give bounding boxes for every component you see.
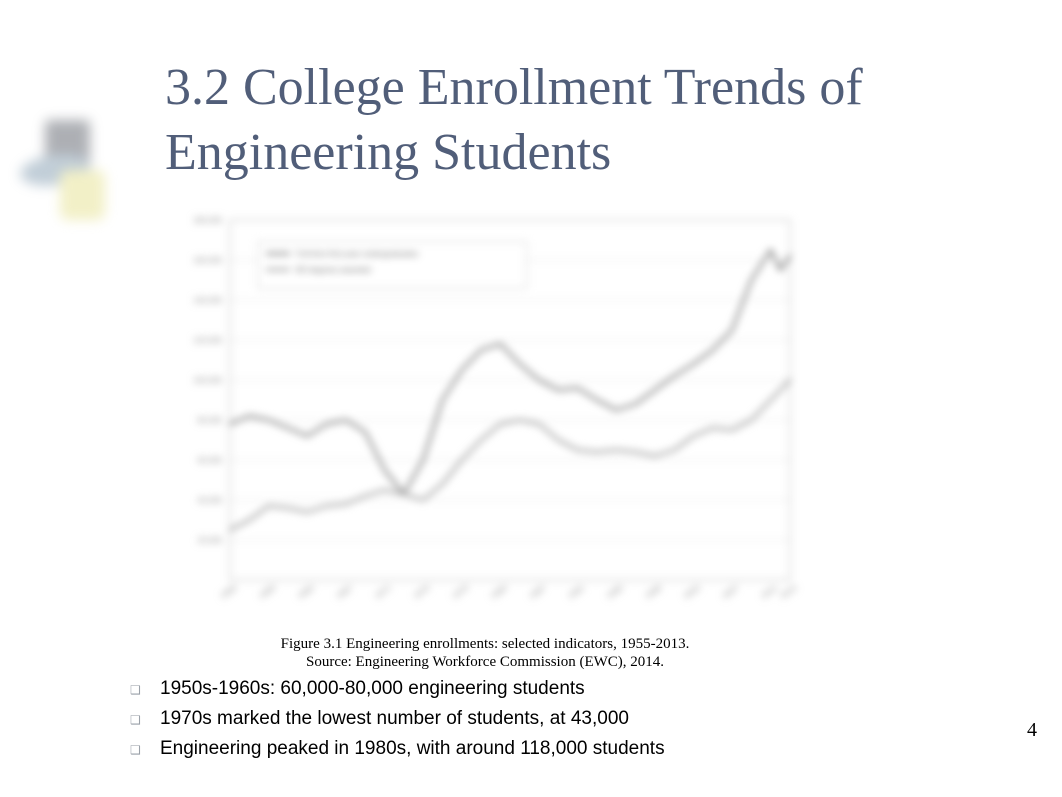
svg-text:1967: 1967: [335, 583, 355, 601]
svg-text:100,000: 100,000: [193, 376, 222, 385]
svg-text:1979: 1979: [450, 583, 470, 601]
svg-text:1991: 1991: [566, 583, 586, 601]
svg-text:60,000: 60,000: [198, 456, 223, 465]
svg-text:120,000: 120,000: [193, 336, 222, 345]
bullet-text: Engineering peaked in 1980s, with around…: [160, 738, 665, 760]
svg-text:2011: 2011: [760, 583, 780, 601]
list-item: ❑ 1970s marked the lowest number of stud…: [130, 708, 960, 730]
caption-line-1: Figure 3.1 Engineering enrollments: sele…: [281, 636, 690, 652]
svg-text:2007: 2007: [721, 583, 741, 601]
svg-text:1955: 1955: [219, 583, 239, 601]
page-number: 4: [1027, 719, 1037, 742]
svg-text:40,000: 40,000: [198, 496, 223, 505]
svg-text:20,000: 20,000: [198, 536, 223, 545]
svg-text:2013: 2013: [779, 583, 799, 601]
figure-caption: Figure 3.1 Engineering enrollments: sele…: [160, 635, 810, 671]
bullet-icon: ❑: [130, 743, 160, 758]
svg-text:1983: 1983: [489, 583, 509, 601]
svg-text:1971: 1971: [373, 583, 393, 601]
svg-text:1963: 1963: [296, 583, 316, 601]
caption-line-2: Source: Engineering Workforce Commission…: [306, 654, 664, 670]
svg-text:BS degrees awarded: BS degrees awarded: [296, 266, 371, 275]
bullet-icon: ❑: [130, 683, 160, 698]
svg-text:1975: 1975: [412, 583, 432, 601]
svg-text:80,000: 80,000: [198, 416, 223, 425]
svg-text:160,000: 160,000: [193, 256, 222, 265]
slide-title: 3.2 College Enrollment Trends of Enginee…: [165, 55, 985, 185]
svg-text:2003: 2003: [682, 583, 702, 601]
list-item: ❑ 1950s-1960s: 60,000-80,000 engineering…: [130, 678, 960, 700]
slide-decoration: [20, 115, 130, 225]
svg-text:180,000: 180,000: [193, 216, 222, 225]
svg-text:140,000: 140,000: [193, 296, 222, 305]
list-item: ❑ Engineering peaked in 1980s, with arou…: [130, 738, 960, 760]
enrollment-chart: 20,000 40,000 60,000 80,000 100,000 120,000 14…: [160, 210, 810, 630]
svg-text:1987: 1987: [528, 583, 548, 601]
bullet-icon: ❑: [130, 713, 160, 728]
bullet-list: ❑ 1950s-1960s: 60,000-80,000 engineering…: [130, 678, 960, 768]
svg-text:1995: 1995: [605, 583, 625, 601]
svg-text:1999: 1999: [644, 583, 664, 601]
bullet-text: 1950s-1960s: 60,000-80,000 engineering s…: [160, 678, 585, 700]
svg-text:Full-time first-year undergrad: Full-time first-year undergraduates: [296, 250, 418, 259]
slide: 3.2 College Enrollment Trends of Enginee…: [0, 0, 1062, 797]
bullet-text: 1970s marked the lowest number of studen…: [160, 708, 629, 730]
svg-text:1959: 1959: [257, 583, 277, 601]
